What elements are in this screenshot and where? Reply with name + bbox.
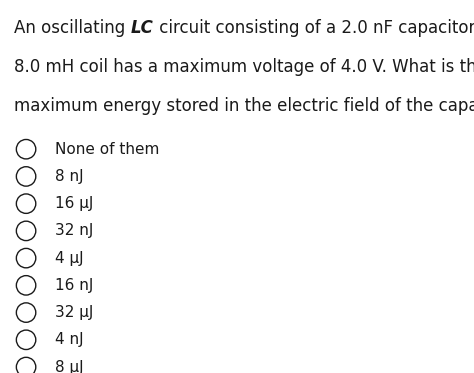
Text: 16 μJ: 16 μJ [55, 196, 93, 211]
Text: None of them: None of them [55, 142, 159, 157]
Text: LC: LC [131, 19, 154, 37]
Text: 8 μJ: 8 μJ [55, 360, 83, 373]
Text: 32 nJ: 32 nJ [55, 223, 93, 238]
Text: 8 nJ: 8 nJ [55, 169, 83, 184]
Text: 4 nJ: 4 nJ [55, 332, 83, 347]
Text: 16 nJ: 16 nJ [55, 278, 93, 293]
Text: An oscillating: An oscillating [14, 19, 131, 37]
Text: 32 μJ: 32 μJ [55, 305, 93, 320]
Text: 8.0 mH coil has a maximum voltage of 4.0 V. What is the: 8.0 mH coil has a maximum voltage of 4.0… [14, 58, 474, 76]
Text: 4 μJ: 4 μJ [55, 251, 83, 266]
Text: circuit consisting of a 2.0 nF capacitor and an: circuit consisting of a 2.0 nF capacitor… [154, 19, 474, 37]
Text: maximum energy stored in the electric field of the capacitor?: maximum energy stored in the electric fi… [14, 97, 474, 115]
